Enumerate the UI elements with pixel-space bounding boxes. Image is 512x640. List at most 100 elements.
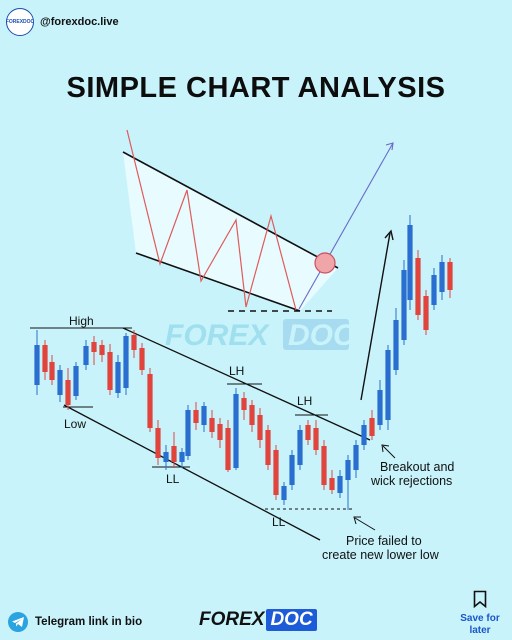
candle [241, 392, 247, 420]
candle-body [337, 476, 343, 493]
candle-body [423, 296, 429, 330]
candle-body [257, 415, 263, 440]
failed-pointer [354, 517, 376, 531]
candle-body [49, 362, 55, 380]
candle [225, 420, 231, 472]
candle-body [329, 478, 335, 490]
candle [147, 368, 153, 432]
telegram-label[interactable]: Telegram link in bio [35, 616, 143, 628]
breakout-point [314, 252, 336, 274]
candle [201, 402, 207, 432]
label-high: High [69, 314, 94, 328]
candle-body [361, 425, 367, 445]
candle [99, 340, 105, 362]
candle-body [83, 346, 89, 365]
candle-body [99, 345, 105, 355]
candle-body [193, 410, 199, 423]
label-lh-2: LH [297, 394, 312, 408]
lower-channel-bottom [63, 404, 321, 541]
candle-body [447, 262, 453, 290]
candle-body [415, 258, 421, 315]
telegram-icon[interactable] [8, 612, 28, 632]
candle [107, 344, 113, 395]
candle-body [225, 428, 231, 470]
candle-body [377, 390, 383, 425]
candle [439, 255, 445, 300]
impulse-arrowhead [384, 229, 394, 241]
candle [281, 482, 287, 505]
label-ll-1: LL [166, 472, 180, 486]
label-failed-1: Price failed to [346, 534, 422, 548]
candle-body [369, 418, 375, 436]
candle [401, 260, 407, 345]
candle [209, 410, 215, 438]
candle-body [289, 455, 295, 485]
candle [73, 362, 79, 400]
candle [123, 333, 129, 395]
candle-body [393, 320, 399, 370]
candle-body [163, 452, 169, 462]
account-handle[interactable]: @forexdoc.live [40, 16, 119, 28]
candle-body [439, 262, 445, 292]
candle-body [297, 430, 303, 465]
candle [273, 445, 279, 500]
candle [369, 410, 375, 440]
candle-body [73, 366, 79, 396]
candle-body [345, 460, 351, 480]
candle [393, 308, 399, 375]
brand-doc: DOC [266, 609, 317, 631]
breakout-arrow [298, 142, 394, 310]
candle [361, 420, 367, 450]
save-label-1: Save for [460, 613, 500, 624]
breakout-arrowhead [385, 142, 394, 151]
candle-body [281, 486, 287, 500]
candle [42, 340, 48, 380]
save-for-later-button[interactable]: Save for later [455, 590, 505, 637]
candle [249, 400, 255, 432]
label-breakout-2: wick rejections [370, 474, 452, 488]
channel-fill [123, 152, 338, 311]
candle-body [249, 405, 255, 425]
channel-lower-line [135, 252, 301, 312]
candle [91, 336, 97, 365]
page-title: SIMPLE CHART ANALYSIS [66, 72, 446, 104]
brand-logo: FOREX DOC [199, 609, 317, 631]
candle [217, 418, 223, 448]
avatar[interactable]: FOREXDOC [6, 8, 34, 36]
candle [407, 215, 413, 310]
candle [297, 425, 303, 470]
candle [423, 290, 429, 335]
candle-body [201, 406, 207, 425]
breakout-pointer-head [381, 444, 390, 453]
candle-body [305, 425, 311, 440]
candle-body [353, 445, 359, 470]
candle-body [217, 424, 223, 440]
candle [115, 355, 121, 398]
failed-pointer-head [353, 516, 361, 525]
candle-body [155, 428, 161, 458]
candle-body [42, 345, 48, 372]
impulse-arrow [360, 232, 391, 401]
price-zigzag [126, 129, 297, 311]
candle-body [241, 398, 247, 410]
candle-body [107, 352, 113, 390]
candle [49, 355, 55, 385]
candle [353, 440, 359, 478]
candle-body [407, 225, 413, 300]
candle [257, 408, 263, 448]
candle-body [91, 342, 97, 352]
watermark-doc-box [283, 319, 349, 350]
candle-body [401, 270, 407, 340]
candle [321, 440, 327, 490]
candle [163, 445, 169, 470]
bookmark-icon[interactable] [473, 590, 487, 609]
candle [265, 425, 271, 470]
save-label-2: later [469, 625, 491, 636]
candle [185, 405, 191, 460]
watermark-doc: DOC [288, 319, 356, 352]
profile-header[interactable]: FOREXDOC @forexdoc.live [6, 8, 119, 36]
telegram-link[interactable]: Telegram link in bio [8, 612, 142, 632]
candle [233, 388, 239, 470]
candle-body [147, 374, 153, 428]
